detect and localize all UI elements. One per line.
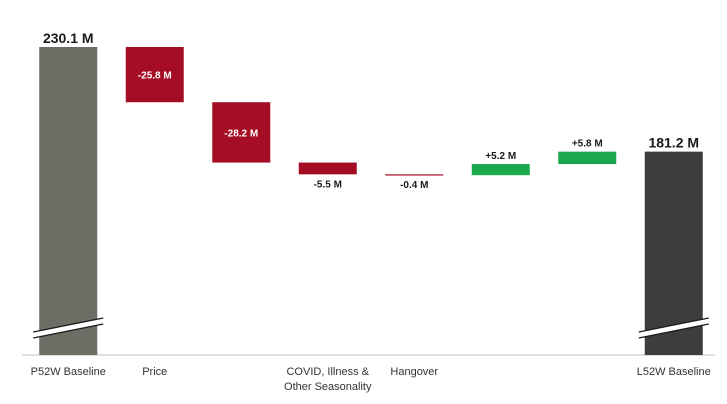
bar-6 (471, 164, 530, 176)
category-label-2: Price (142, 366, 167, 378)
axis-break-line-lower-1 (33, 323, 104, 339)
bar-4 (298, 162, 357, 175)
axis-break-line-upper-1 (33, 317, 104, 333)
data-label-3: -28.2 M (224, 128, 258, 139)
bar-3 (212, 102, 271, 163)
bar-7 (558, 151, 617, 165)
data-label-4: -5.5 M (314, 179, 342, 190)
bar-5 (385, 174, 444, 176)
bar-2 (125, 47, 184, 103)
bar-1 (39, 47, 98, 355)
axis-break-line-lower-8 (638, 323, 709, 339)
data-label-6: +5.2 M (485, 151, 516, 162)
axis-break-line-upper-8 (638, 317, 709, 333)
category-label-1: P52W Baseline (31, 366, 106, 378)
data-label-7: +5.8 M (572, 139, 603, 150)
data-label-1: 230.1 M (43, 30, 94, 46)
category-label-4-line-2: Other Seasonality (284, 381, 372, 393)
category-label-8: L52W Baseline (637, 366, 711, 378)
axis-break-gap-8 (638, 318, 709, 338)
data-label-5: -0.4 M (400, 180, 428, 191)
data-label-8: 181.2 M (648, 135, 699, 151)
category-label-5: Hangover (390, 366, 438, 378)
category-label-4-line-1: COVID, Illness & (286, 366, 369, 378)
data-label-2: -25.8 M (138, 71, 172, 82)
axis-break-gap-1 (33, 318, 104, 338)
